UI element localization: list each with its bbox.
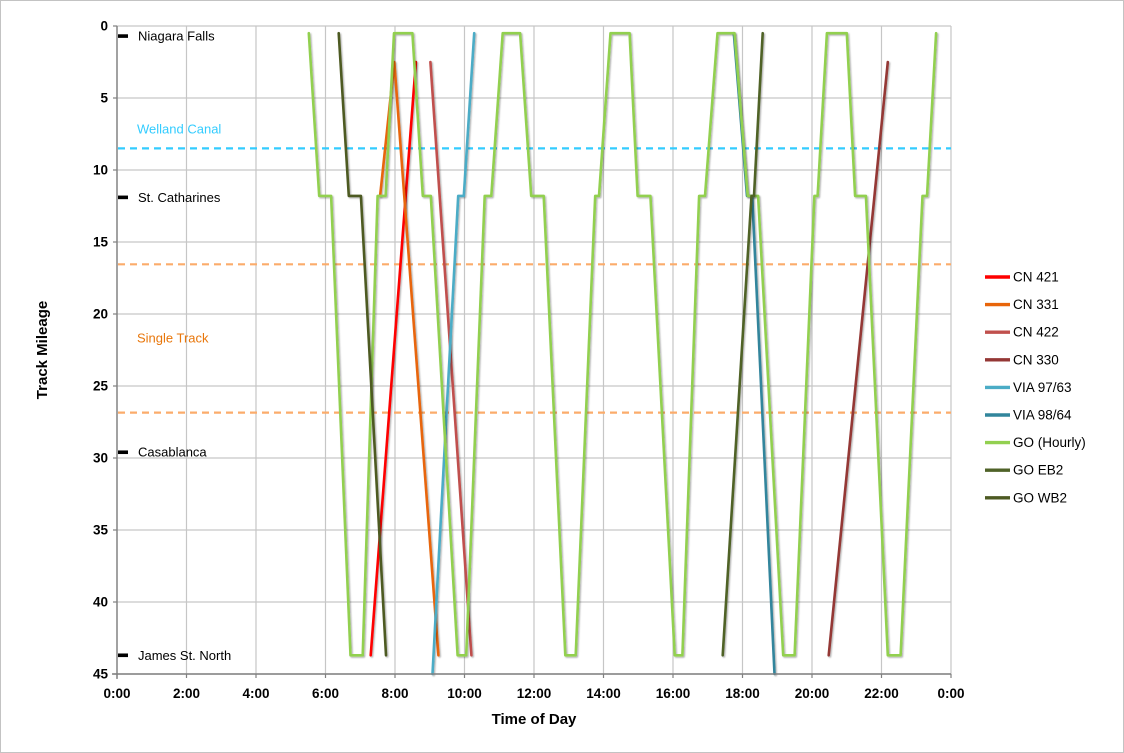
legend: CN 421 CN 331 CN 422 CN 330 VIA 97/63 VIA 98/… [985,270,1086,505]
legend-item-cn-330: CN 330 [985,352,1059,367]
legend-item-go-wb2: GO WB2 [985,490,1067,505]
x-tick-label: 12:00 [517,686,552,701]
x-tick-label: 0:00 [937,686,964,701]
series-lines [307,31,938,676]
legend-label-via-98-64: VIA 98/64 [1013,408,1072,423]
x-tick-label: 0:00 [103,686,130,701]
y-tick-label: 20 [93,307,108,322]
legend-label-go-hourly: GO (Hourly) [1013,435,1086,450]
axis-labels: 0:00 2:00 4:00 6:00 8:00 10:00 12:00 14:00 16:00… [93,19,965,702]
series-line-cn-330 [827,60,890,657]
y-tick-label: 35 [93,523,109,538]
y-tick-label: 40 [93,595,108,610]
legend-label-cn-422: CN 422 [1013,325,1059,340]
x-axis-title: Time of Day [492,711,577,728]
station-tick-niagara-falls [118,34,128,38]
x-tick-label: 8:00 [381,686,408,701]
x-tick-label: 20:00 [795,686,830,701]
y-tick-label: 10 [93,163,108,178]
series-line-via-98-64 [732,31,776,676]
ref-label-welland-canal: Welland Canal [137,122,221,137]
y-axis-title: Track Mileage [34,301,51,399]
station-label-niagara-falls: Niagara Falls [138,29,215,44]
series-line-go-wb2 [337,31,388,657]
x-tick-label: 2:00 [173,686,200,701]
station-markers: Niagara Falls St. Catharines Casablanca Jam… [118,29,231,663]
legend-label-go-wb2: GO WB2 [1013,490,1067,505]
series-line-cn-331 [378,60,440,657]
x-tick-label: 6:00 [312,686,339,701]
series-line-go-hourly [307,31,938,657]
y-tick-label: 25 [93,379,109,394]
legend-item-cn-422: CN 422 [985,325,1059,340]
series-line-cn-422 [429,60,473,657]
legend-item-cn-421: CN 421 [985,270,1059,285]
legend-label-via-97-63: VIA 97/63 [1013,380,1072,395]
station-label-casablanca: Casablanca [138,445,207,460]
station-label-st-catharines: St. Catharines [138,190,221,205]
y-tick-label: 0 [100,19,108,34]
gridlines [116,25,952,675]
y-tick-label: 45 [93,667,109,682]
series-line-cn-421 [369,60,418,657]
station-tick-james-st-north [118,653,128,658]
y-tick-label: 30 [93,451,108,466]
x-tick-label: 14:00 [586,686,621,701]
legend-item-go-eb2: GO EB2 [985,463,1063,478]
axes [112,25,952,679]
legend-item-cn-331: CN 331 [985,297,1059,312]
station-tick-st-catharines [118,195,128,200]
ref-label-single-track-south: Single Track [137,330,209,345]
y-tick-label: 5 [100,91,108,106]
series-line-go-eb2 [721,31,765,657]
legend-item-via-97-63: VIA 97/63 [985,380,1072,395]
station-tick-casablanca [118,450,128,455]
legend-label-cn-330: CN 330 [1013,352,1059,367]
legend-item-via-98-64: VIA 98/64 [985,408,1072,423]
x-tick-label: 16:00 [656,686,691,701]
x-tick-label: 18:00 [725,686,760,701]
legend-label-cn-421: CN 421 [1013,270,1059,285]
x-tick-label: 22:00 [864,686,899,701]
legend-label-go-eb2: GO EB2 [1013,463,1063,478]
legend-item-go-hourly: GO (Hourly) [985,435,1086,450]
reference-lines: Welland Canal Single Track [118,122,951,414]
y-tick-label: 15 [93,235,109,250]
x-tick-label: 4:00 [242,686,269,701]
station-label-james-st-north: James St. North [138,648,231,663]
x-tick-label: 10:00 [447,686,482,701]
legend-label-cn-331: CN 331 [1013,297,1059,312]
